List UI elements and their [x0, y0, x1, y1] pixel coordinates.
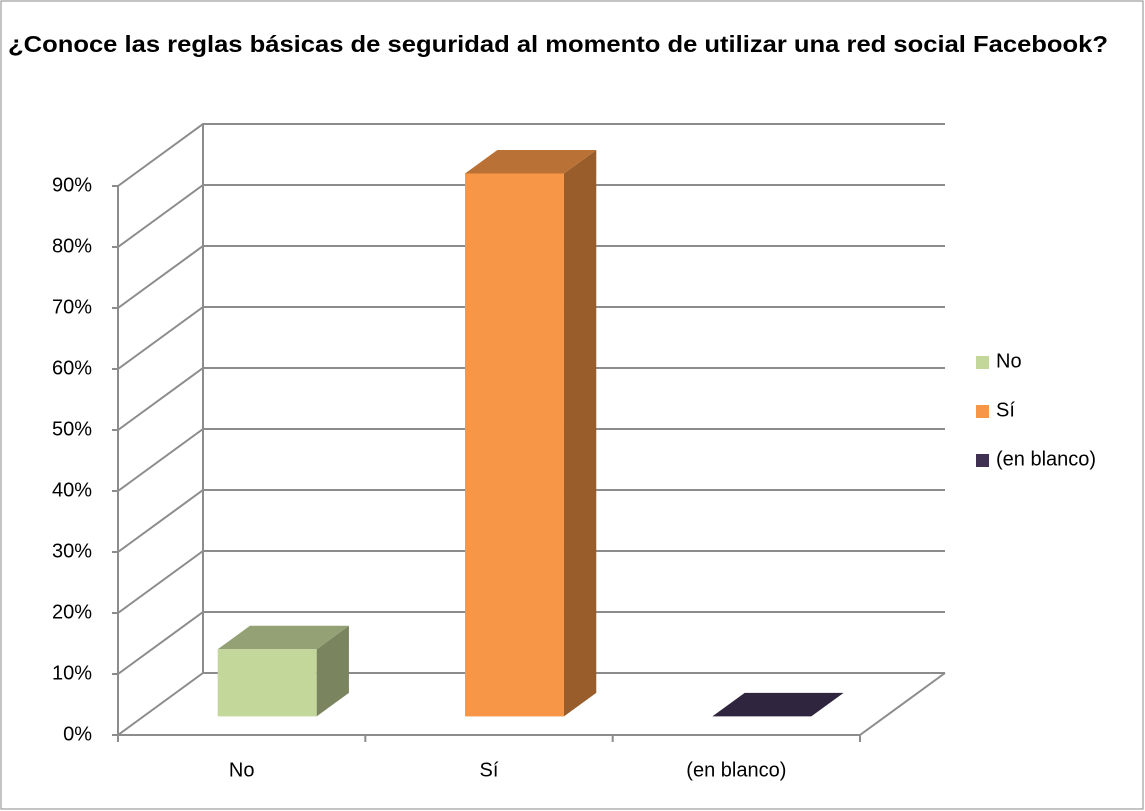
grid-line [117, 245, 945, 309]
chart-title: ¿Conoce las reglas básicas de seguridad … [8, 31, 1108, 57]
grid-line [117, 489, 945, 553]
grid-line [117, 123, 945, 187]
bar-front [465, 173, 564, 717]
bar [217, 625, 349, 717]
bar-front [217, 649, 317, 717]
y-tick-label: 40% [52, 479, 92, 501]
y-tick-label: 30% [52, 540, 92, 562]
floor-edge [859, 672, 946, 736]
grid-line [117, 611, 945, 675]
legend-label: (en blanco) [996, 448, 1096, 470]
y-tick-label: 50% [52, 418, 92, 440]
grid-line [117, 306, 945, 370]
bar-top [217, 625, 349, 650]
y-tick-label: 0% [63, 723, 92, 745]
y-tick-label: 60% [52, 357, 92, 379]
x-tick-label: Sí [480, 759, 499, 781]
y-tick-label: 80% [52, 235, 92, 257]
y-tick-label: 70% [52, 296, 92, 318]
legend-swatch [976, 454, 989, 467]
x-tick-label: (en blanco) [686, 759, 786, 781]
legend-swatch [976, 405, 989, 418]
grid-line [117, 672, 945, 736]
grid-line [117, 367, 945, 431]
grid-line [117, 550, 945, 614]
legend-swatch [976, 356, 989, 369]
y-tick-label: 20% [52, 601, 92, 623]
bar-top [712, 692, 844, 717]
y-tick-label: 10% [52, 662, 92, 684]
grid-line [117, 428, 945, 492]
y-tick-label: 90% [52, 174, 92, 196]
bar [712, 692, 844, 717]
bar-side [316, 625, 349, 717]
bar-side [563, 149, 597, 717]
x-tick-label: No [229, 759, 255, 781]
legend-label: Sí [996, 399, 1015, 421]
bar [465, 149, 597, 717]
legend-label: No [996, 350, 1022, 372]
bar-top [465, 149, 597, 174]
grid-line [117, 184, 945, 248]
